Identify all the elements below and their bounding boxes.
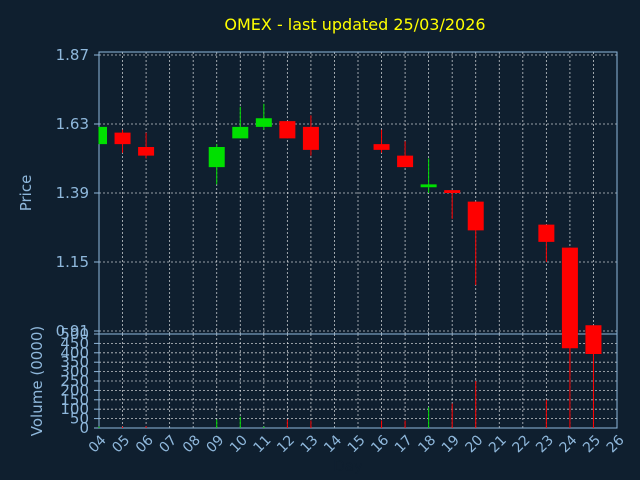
- price-tick-label: 0.91: [56, 322, 89, 340]
- volume-tick-label: 50: [70, 410, 89, 428]
- candle-body: [302, 126, 319, 150]
- candle-body: [561, 247, 578, 349]
- candle-body: [538, 224, 555, 242]
- candle-body: [585, 325, 602, 354]
- candle-body: [208, 147, 225, 168]
- candle-body: [373, 144, 390, 150]
- price-tick-label: 1.15: [56, 253, 89, 271]
- chart-title: OMEX - last updated 25/03/2026: [224, 15, 485, 34]
- candle-body: [255, 118, 272, 127]
- candle-body: [138, 147, 155, 156]
- candle-body: [99, 126, 107, 145]
- volume-tick-label: 200: [60, 381, 89, 399]
- candle-body: [420, 184, 437, 188]
- candle-body: [467, 201, 484, 231]
- candle-body: [114, 132, 131, 145]
- volume-tick-label: 350: [60, 353, 89, 371]
- price-axis: 0.91 1.15 1.39 1.63 1.87: [56, 46, 99, 340]
- volume-tick-label: 0: [79, 419, 89, 437]
- volume-tick-label: 400: [60, 344, 89, 362]
- price-tick-label: 1.87: [56, 46, 89, 64]
- volume-tick-label: 150: [60, 391, 89, 409]
- volume-tick-label: 100: [60, 400, 89, 418]
- candle-body: [279, 121, 296, 139]
- candle-body: [444, 190, 461, 193]
- candle-body: [232, 126, 249, 139]
- price-tick-label: 1.63: [56, 115, 89, 133]
- volume-tick-label: 300: [60, 363, 89, 381]
- price-axis-label: Price: [17, 175, 35, 212]
- x-axis-label: Day: [333, 457, 363, 475]
- volume-axis-label: Volume (0000): [28, 326, 46, 436]
- price-grid: [99, 52, 617, 334]
- volume-tick-label: 450: [60, 334, 89, 352]
- volume-tick-label: 250: [60, 372, 89, 390]
- x-axis: 04 05 06 07 08 09 10 11 12 13 14 15 16 17 18 19 20 21 22 23…: [86, 432, 628, 456]
- volume-bars: [98, 337, 594, 428]
- price-tick-label: 1.39: [56, 184, 89, 202]
- candle-body: [397, 155, 414, 168]
- candles: [98, 103, 602, 375]
- volume-tick-label: 500: [60, 325, 89, 343]
